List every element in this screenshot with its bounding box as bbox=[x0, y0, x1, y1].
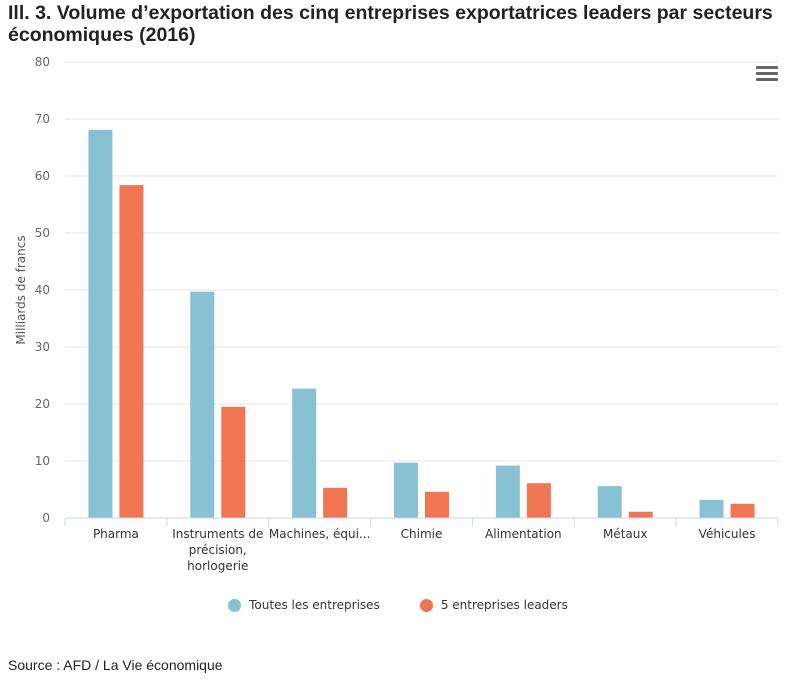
y-tick-label: 20 bbox=[35, 397, 50, 411]
y-tick-label: 10 bbox=[35, 454, 50, 468]
y-tick-label: 30 bbox=[35, 340, 50, 354]
bar-all-enterprises bbox=[292, 389, 316, 518]
bar-all-enterprises bbox=[88, 130, 112, 518]
x-category-label: Chimie bbox=[401, 527, 443, 541]
bar-top5-leaders bbox=[323, 488, 347, 518]
legend-label-all: Toutes les entreprises bbox=[249, 598, 380, 612]
x-category-label: Machines, équi... bbox=[269, 527, 371, 541]
source-note: Source : AFD / La Vie économique bbox=[8, 657, 223, 673]
y-tick-label: 50 bbox=[35, 226, 50, 240]
x-category-label: Véhicules bbox=[699, 527, 756, 541]
x-category-label: Instruments de précision, horlogerie bbox=[172, 527, 263, 573]
legend-label-leaders: 5 entreprises leaders bbox=[441, 598, 568, 612]
legend-item-leaders[interactable]: 5 entreprises leaders bbox=[420, 594, 568, 616]
legend-swatch-all bbox=[228, 599, 241, 612]
bars bbox=[88, 130, 754, 518]
legend: Toutes les entreprises 5 entreprises lea… bbox=[0, 594, 796, 616]
y-axis-label: Milliards de francs bbox=[14, 235, 28, 344]
x-axis-labels: Pharma Instruments de précision, horlogerie… bbox=[93, 527, 756, 573]
legend-item-all[interactable]: Toutes les entreprises bbox=[228, 594, 380, 616]
x-category-label: Alimentation bbox=[485, 527, 562, 541]
bar-all-enterprises bbox=[394, 463, 418, 518]
bar-top5-leaders bbox=[629, 512, 653, 518]
y-tick-label: 40 bbox=[35, 283, 50, 297]
y-tick-label: 70 bbox=[35, 112, 50, 126]
x-category-label: Métaux bbox=[603, 527, 648, 541]
x-axis-ticks bbox=[65, 518, 778, 526]
legend-swatch-leaders bbox=[420, 599, 433, 612]
grid-lines bbox=[65, 62, 778, 461]
bar-all-enterprises bbox=[190, 292, 214, 518]
bar-top5-leaders bbox=[425, 492, 449, 518]
bar-top5-leaders bbox=[119, 185, 143, 518]
bar-chart: 0 10 20 30 40 50 60 70 80 Milliards de francs Ph… bbox=[0, 50, 796, 590]
x-category-label: Pharma bbox=[93, 527, 139, 541]
chart-title: Ill. 3. Volume d’exportation des cinq en… bbox=[8, 2, 788, 46]
bar-all-enterprises bbox=[598, 486, 622, 518]
bar-top5-leaders bbox=[221, 407, 245, 518]
bar-all-enterprises bbox=[496, 466, 520, 518]
bar-all-enterprises bbox=[700, 500, 724, 518]
y-tick-label: 60 bbox=[35, 169, 50, 183]
y-tick-label: 80 bbox=[35, 55, 50, 69]
bar-top5-leaders bbox=[527, 483, 551, 518]
y-tick-label: 0 bbox=[42, 511, 50, 525]
bar-top5-leaders bbox=[731, 504, 755, 518]
y-axis-ticks: 0 10 20 30 40 50 60 70 80 bbox=[35, 55, 50, 525]
